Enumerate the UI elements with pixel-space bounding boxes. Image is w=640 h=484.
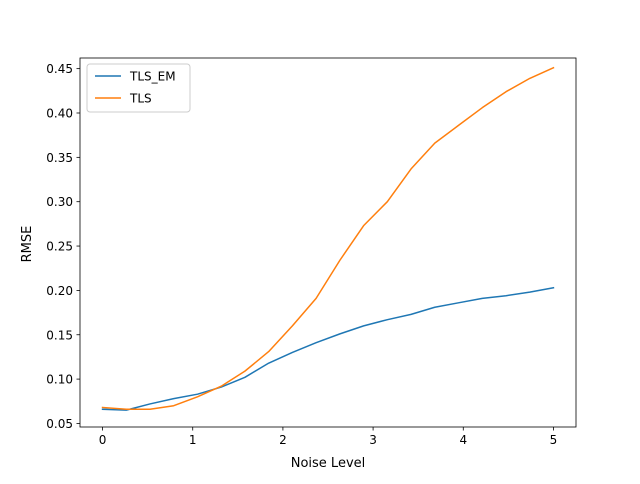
x-tick-label: 4 — [459, 433, 467, 447]
x-axis-label: Noise Level — [291, 456, 366, 471]
x-tick-label: 0 — [99, 433, 107, 447]
y-tick-label: 0.25 — [46, 240, 73, 254]
legend-label: TLS_EM — [129, 70, 176, 84]
series-line-tls-em — [101, 286, 555, 411]
y-tick-label: 0.40 — [46, 106, 73, 120]
x-tick-label: 5 — [550, 433, 558, 447]
x-tick-label: 1 — [189, 433, 197, 447]
y-tick-label: 0.30 — [46, 195, 73, 209]
y-tick-label: 0.20 — [46, 284, 73, 298]
series-line-tls — [101, 66, 555, 411]
axes: 0 1 2 3 4 5 0.05 0.10 0.15 0.20 0.25 0.30 0.35 0.40 0.… — [46, 57, 577, 447]
y-axis-label: RMSE — [20, 226, 35, 263]
axes-frame — [79, 57, 577, 428]
y-tick-label: 0.05 — [46, 417, 73, 431]
legend: TLS_EM TLS — [86, 63, 191, 113]
y-tick-label: 0.45 — [46, 62, 73, 76]
plot-area — [101, 66, 555, 411]
legend-label: TLS — [129, 92, 152, 106]
x-tick-label: 3 — [369, 433, 377, 447]
y-tick-label: 0.35 — [46, 151, 73, 165]
x-tick-label: 2 — [279, 433, 287, 447]
y-tick-label: 0.15 — [46, 328, 73, 342]
y-tick-label: 0.10 — [46, 373, 73, 387]
